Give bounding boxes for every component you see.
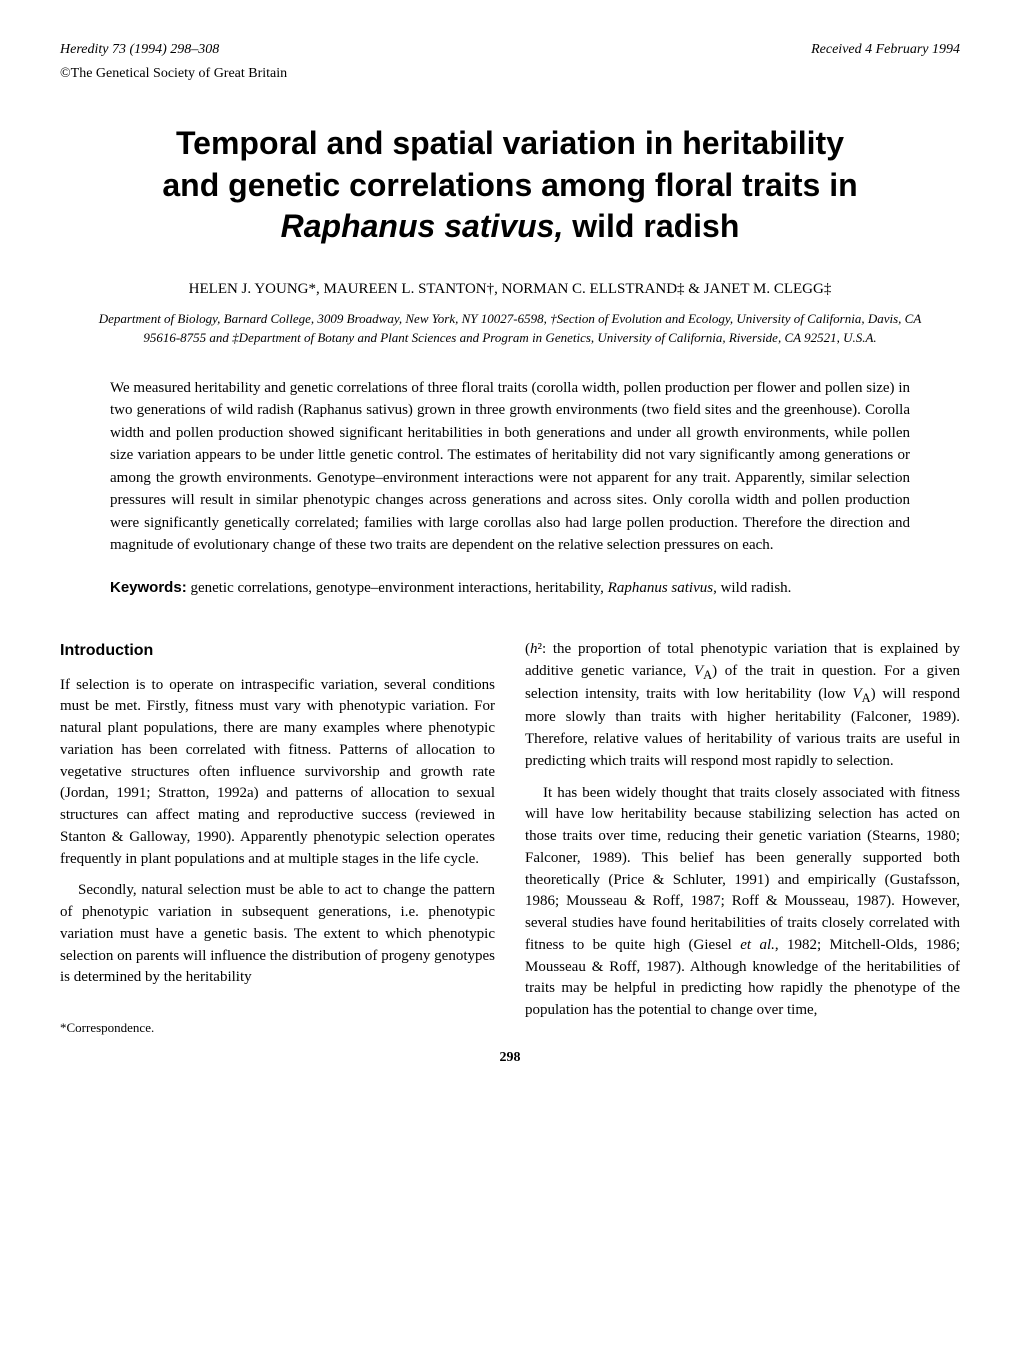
affiliations: Department of Biology, Barnard College, … <box>90 310 930 346</box>
title-line-3-end: wild radish <box>563 208 739 244</box>
intro-paragraph-4: It has been widely thought that traits c… <box>525 783 960 1022</box>
article-title: Temporal and spatial variation in herita… <box>100 123 920 248</box>
title-line-1: Temporal and spatial variation in herita… <box>176 125 844 161</box>
abstract: We measured heritability and genetic cor… <box>110 377 910 557</box>
title-species: Raphanus sativus, <box>281 208 564 244</box>
page-number: 298 <box>60 1048 960 1068</box>
left-column: Introduction If selection is to operate … <box>60 639 495 1038</box>
received-date: Received 4 February 1994 <box>811 40 960 60</box>
intro-paragraph-2: Secondly, natural selection must be able… <box>60 880 495 989</box>
keywords-text: genetic correlations, genotype–environme… <box>187 580 792 596</box>
header-row: Heredity 73 (1994) 298–308 Received 4 Fe… <box>60 40 960 60</box>
journal-reference: Heredity 73 (1994) 298–308 <box>60 40 219 60</box>
correspondence-note: *Correspondence. <box>60 1019 495 1038</box>
authors: HELEN J. YOUNG*, MAUREEN L. STANTON†, NO… <box>60 278 960 301</box>
introduction-heading: Introduction <box>60 639 495 662</box>
keywords-label: Keywords: <box>110 579 187 596</box>
title-line-2: and genetic correlations among floral tr… <box>162 167 857 203</box>
keywords: Keywords: genetic correlations, genotype… <box>110 577 910 600</box>
intro-paragraph-1: If selection is to operate on intraspeci… <box>60 675 495 871</box>
copyright: ©The Genetical Society of Great Britain <box>60 64 960 84</box>
intro-paragraph-3: (h²: the proportion of total phenotypic … <box>525 639 960 772</box>
right-column: (h²: the proportion of total phenotypic … <box>525 639 960 1038</box>
body-columns: Introduction If selection is to operate … <box>60 639 960 1038</box>
